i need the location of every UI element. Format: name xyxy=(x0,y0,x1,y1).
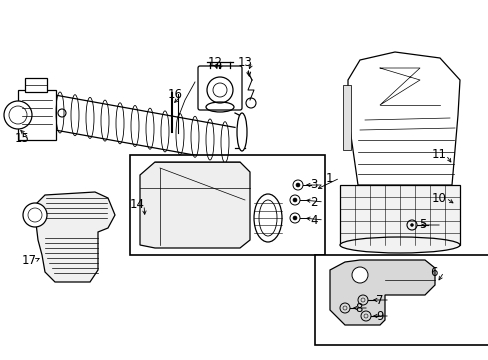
Circle shape xyxy=(292,216,296,220)
Bar xyxy=(18,90,56,140)
Text: 14: 14 xyxy=(130,198,145,211)
Text: 16: 16 xyxy=(168,89,183,102)
Text: 2: 2 xyxy=(309,195,317,208)
Bar xyxy=(339,185,459,245)
Ellipse shape xyxy=(339,237,459,253)
Bar xyxy=(314,255,488,345)
Polygon shape xyxy=(140,162,249,248)
Text: 1: 1 xyxy=(325,171,333,184)
Text: 9: 9 xyxy=(375,310,383,323)
Text: 10: 10 xyxy=(431,192,446,204)
Bar xyxy=(342,85,350,150)
Text: 8: 8 xyxy=(354,302,362,315)
Circle shape xyxy=(351,267,367,283)
Text: 11: 11 xyxy=(431,148,446,162)
Text: 4: 4 xyxy=(309,213,317,226)
Text: 13: 13 xyxy=(238,55,252,68)
Polygon shape xyxy=(347,52,459,185)
Text: 12: 12 xyxy=(207,55,223,68)
Circle shape xyxy=(4,101,32,129)
Text: 15: 15 xyxy=(15,131,30,144)
Text: 17: 17 xyxy=(22,253,37,266)
Bar xyxy=(25,78,47,92)
Polygon shape xyxy=(35,192,115,282)
Circle shape xyxy=(292,198,296,202)
Text: 7: 7 xyxy=(375,293,383,306)
Text: 6: 6 xyxy=(429,266,437,279)
Polygon shape xyxy=(329,260,434,325)
Circle shape xyxy=(23,203,47,227)
Text: 5: 5 xyxy=(418,219,426,231)
Circle shape xyxy=(409,224,413,226)
Bar xyxy=(130,155,325,255)
Text: 3: 3 xyxy=(309,179,317,192)
Circle shape xyxy=(295,183,299,187)
FancyBboxPatch shape xyxy=(198,66,242,110)
Ellipse shape xyxy=(237,113,246,151)
